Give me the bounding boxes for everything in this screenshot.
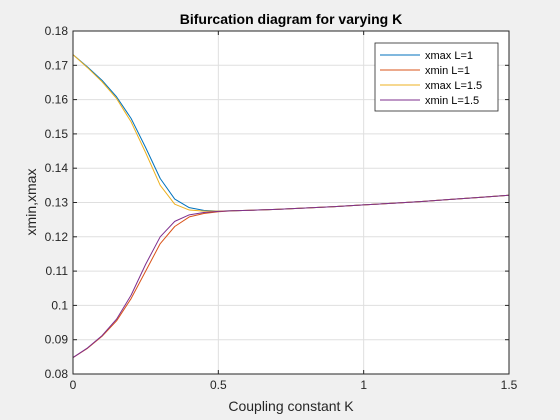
chart-title: Bifurcation diagram for varying K bbox=[180, 11, 402, 27]
legend-label: xmax L=1.5 bbox=[425, 80, 482, 92]
y-axis-label: xmin,xmax bbox=[23, 169, 39, 236]
y-tick-label: 0.11 bbox=[46, 264, 69, 278]
y-tick-label: 0.09 bbox=[45, 333, 69, 347]
x-tick-labels: 0 0.5 1 1.5 bbox=[70, 378, 518, 392]
y-tick-label: 0.08 bbox=[45, 367, 69, 381]
legend-label: xmin L=1 bbox=[425, 65, 470, 77]
series-layer bbox=[72, 54, 510, 358]
x-tick-label: 0 bbox=[70, 378, 77, 392]
y-tick-label: 0.15 bbox=[45, 127, 69, 141]
y-tick-label: 0.17 bbox=[45, 58, 69, 72]
ticks bbox=[72, 30, 510, 375]
series-line-4 bbox=[72, 194, 510, 358]
x-axis-label: Coupling constant K bbox=[228, 398, 354, 414]
y-tick-label: 0.12 bbox=[45, 230, 69, 244]
x-tick-label: 1 bbox=[360, 378, 367, 392]
legend-items: xmax L=1 xmin L=1 xmax L=1.5 xmin L=1.5 bbox=[380, 50, 482, 107]
y-tick-label: 0.1 bbox=[51, 298, 68, 312]
y-tick-label: 0.14 bbox=[45, 161, 69, 175]
x-tick-label: 0.5 bbox=[210, 378, 227, 392]
x-tick-label: 1.5 bbox=[501, 378, 518, 392]
y-tick-labels: 0.08 0.09 0.1 0.11 0.12 0.13 0.14 0.15 0.16 0.17 0… bbox=[45, 24, 69, 381]
y-tick-label: 0.18 bbox=[45, 24, 69, 38]
legend-label: xmax L=1 bbox=[425, 50, 473, 62]
legend-label: xmin L=1.5 bbox=[425, 95, 479, 107]
y-tick-label: 0.13 bbox=[45, 196, 69, 210]
legend: xmax L=1 xmin L=1 xmax L=1.5 xmin L=1.5 bbox=[374, 42, 499, 112]
y-tick-label: 0.16 bbox=[45, 93, 69, 107]
